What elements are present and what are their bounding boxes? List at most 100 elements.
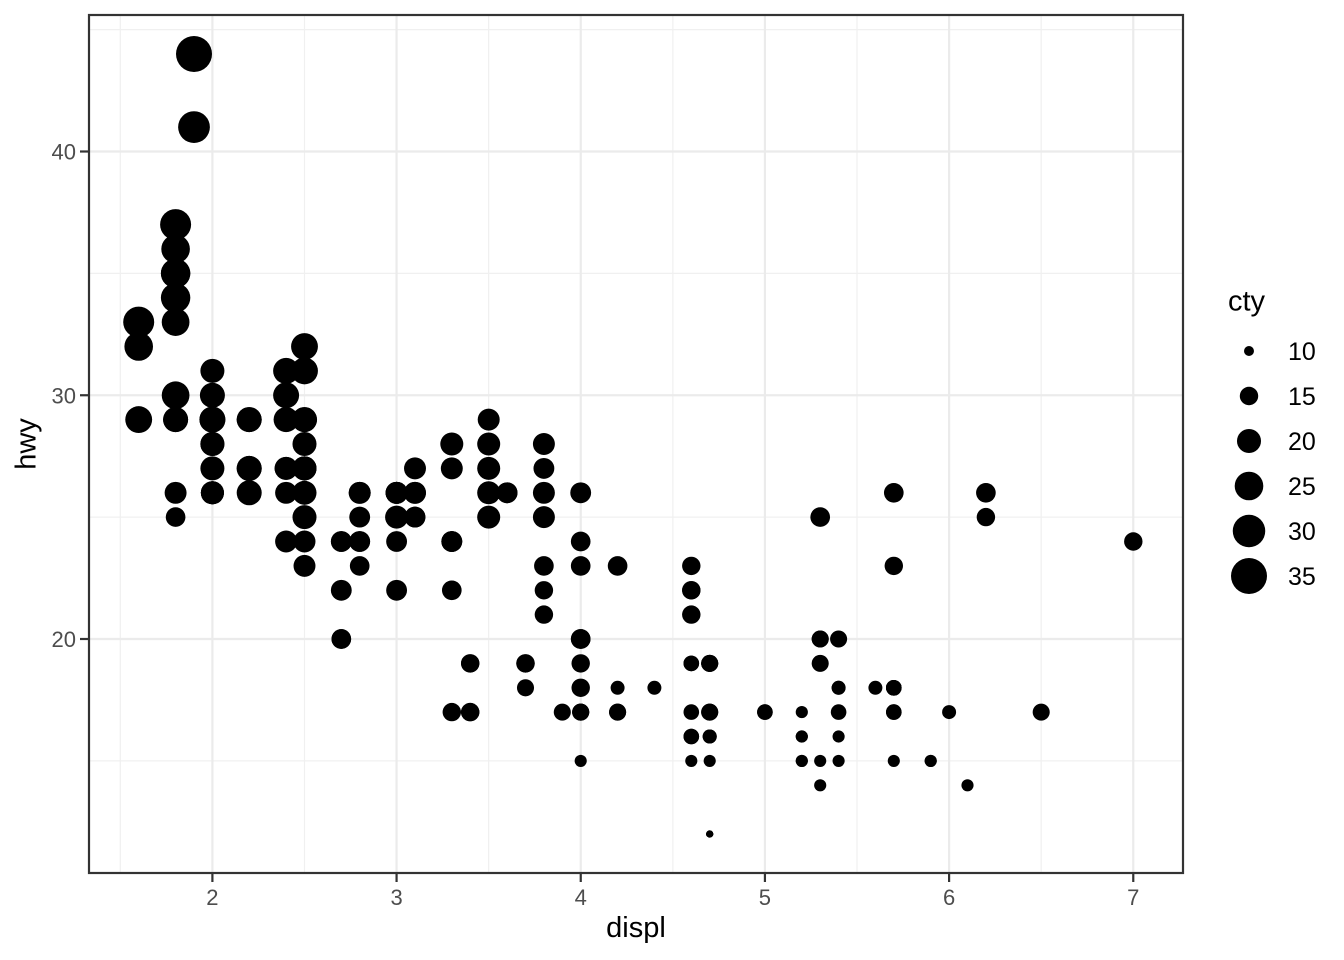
data-point — [814, 779, 827, 792]
data-point — [386, 531, 408, 552]
data-point — [832, 754, 845, 767]
data-point — [534, 581, 554, 600]
data-point — [236, 455, 262, 481]
y-axis-title: hwy — [10, 418, 43, 470]
data-point — [607, 556, 628, 576]
data-point — [165, 507, 186, 527]
data-point — [976, 482, 996, 503]
data-point — [385, 505, 409, 529]
data-point — [534, 556, 554, 576]
legend-key-dot — [1232, 514, 1266, 548]
data-point — [292, 431, 317, 457]
data-point — [404, 457, 426, 480]
data-point — [199, 382, 225, 408]
data-point — [830, 630, 848, 648]
data-point — [832, 730, 845, 743]
data-point — [125, 406, 153, 434]
data-point — [942, 705, 957, 720]
data-point — [683, 655, 700, 672]
data-point — [810, 507, 831, 527]
legend-key-label: 35 — [1288, 563, 1316, 591]
data-point — [164, 481, 187, 504]
data-point — [161, 308, 190, 336]
data-point — [609, 703, 627, 721]
data-point — [273, 357, 300, 384]
data-point — [293, 530, 316, 553]
data-point — [570, 556, 591, 576]
data-point — [554, 704, 571, 720]
data-point — [273, 382, 299, 408]
panel-background — [89, 15, 1183, 873]
data-point — [516, 679, 535, 697]
data-point — [330, 579, 352, 601]
data-point — [275, 481, 298, 504]
data-point — [124, 332, 153, 361]
data-point — [572, 655, 589, 672]
data-point — [441, 531, 463, 552]
x-tick-label: 3 — [390, 885, 402, 910]
data-point — [1124, 532, 1143, 551]
data-point — [160, 209, 192, 241]
data-point — [161, 235, 190, 263]
legend-title: cty — [1228, 285, 1266, 318]
data-point — [571, 678, 590, 698]
data-point — [1032, 703, 1050, 721]
data-point — [702, 729, 717, 744]
data-point — [534, 482, 554, 503]
data-point — [348, 481, 371, 504]
data-point — [814, 754, 827, 767]
legend-key-dot — [1239, 386, 1259, 406]
data-point — [811, 654, 829, 672]
data-point — [831, 680, 846, 695]
data-point — [884, 556, 904, 576]
x-tick-label: 6 — [943, 885, 955, 910]
data-point — [682, 581, 701, 600]
data-point — [610, 680, 625, 695]
data-point — [292, 505, 317, 529]
data-point — [440, 457, 463, 480]
data-point — [200, 358, 225, 383]
data-point — [292, 481, 317, 505]
data-point — [161, 381, 190, 410]
data-point — [236, 407, 262, 433]
data-point — [330, 531, 352, 552]
data-point — [164, 408, 187, 431]
x-tick-label: 2 — [206, 885, 218, 910]
data-point — [404, 481, 426, 504]
data-point — [477, 408, 500, 431]
data-point — [496, 482, 518, 504]
data-point — [703, 754, 716, 767]
data-point — [200, 481, 224, 505]
data-point — [701, 703, 719, 721]
x-tick-label: 4 — [575, 885, 587, 910]
data-point — [570, 629, 591, 649]
data-point — [706, 830, 714, 838]
legend-key-dot — [1244, 346, 1254, 356]
data-point — [237, 481, 261, 505]
data-point — [757, 704, 773, 720]
data-point — [682, 605, 701, 624]
panel-border — [87, 13, 1185, 875]
legend-key-label: 15 — [1288, 383, 1316, 411]
data-point — [442, 702, 462, 722]
legend-key-dot — [1236, 428, 1262, 454]
data-point — [533, 457, 555, 479]
data-point — [886, 704, 902, 720]
legend-key-dot — [1231, 558, 1267, 594]
data-point — [795, 706, 808, 719]
data-point — [200, 432, 224, 456]
data-point — [273, 407, 299, 433]
data-point — [460, 654, 480, 673]
data-point — [293, 554, 316, 577]
data-point — [685, 754, 698, 767]
data-point — [200, 456, 225, 481]
legend-key-dot — [1234, 471, 1264, 501]
data-point — [832, 706, 845, 719]
data-point — [887, 754, 900, 767]
data-point — [868, 680, 883, 695]
y-tick-label: 40 — [52, 140, 76, 165]
data-point — [961, 779, 974, 792]
data-point — [160, 283, 191, 313]
data-point — [292, 407, 317, 432]
